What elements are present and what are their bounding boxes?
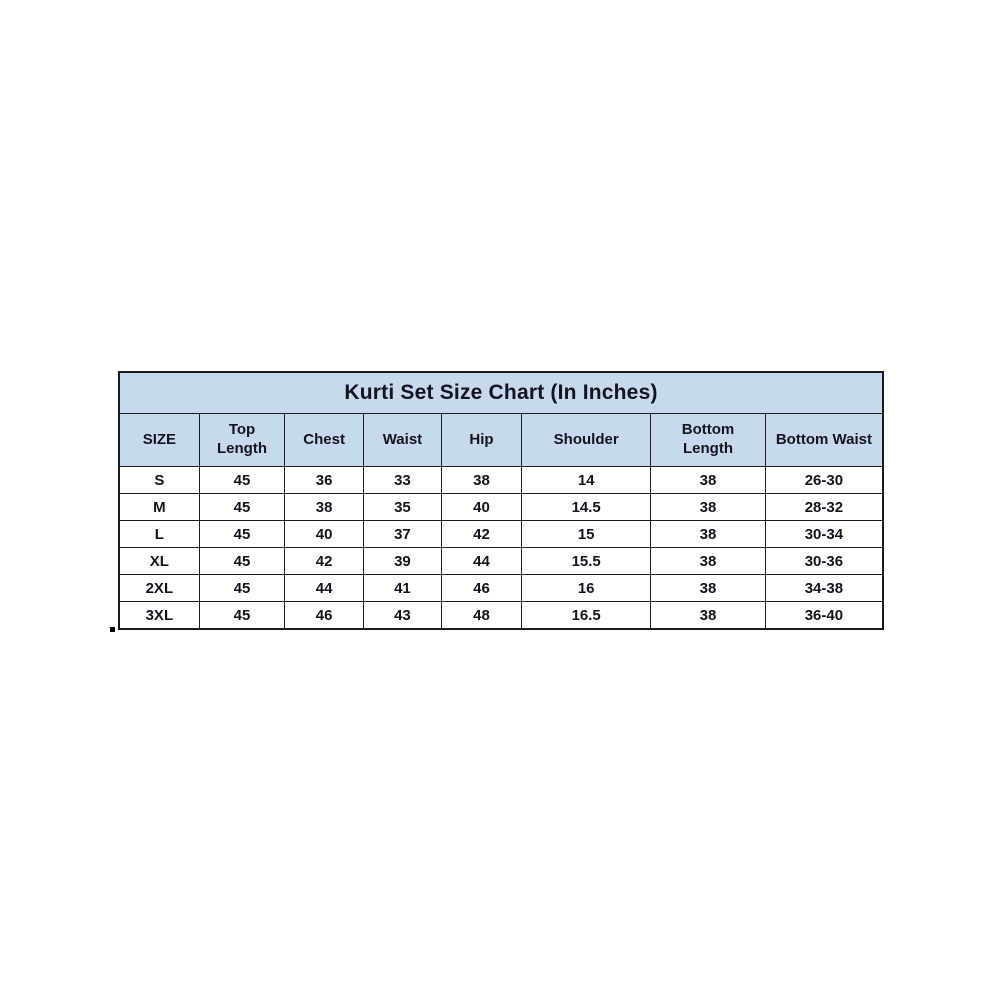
size-chart-table: Kurti Set Size Chart (In Inches) SIZE To… [118,371,884,630]
size-chart-container: Kurti Set Size Chart (In Inches) SIZE To… [118,371,884,630]
chart-title: Kurti Set Size Chart (In Inches) [118,371,884,414]
title-row: Kurti Set Size Chart (In Inches) [118,371,884,414]
table-cell: 45 [198,547,286,575]
table-cell: 15.5 [521,547,652,575]
table-cell: 38 [650,574,766,602]
table-cell: 26-30 [764,466,884,494]
table-cell: 38 [650,520,766,548]
table-cell: 48 [440,601,523,630]
table-cell: 46 [440,574,523,602]
table-cell: 33 [362,466,442,494]
table-cell: 46 [284,601,364,630]
column-header-hip: Hip [440,413,523,467]
table-cell: 16 [521,574,652,602]
table-row-2xl: 2XL 45 44 41 46 16 38 34-38 [118,574,884,602]
table-cell: S [118,466,200,494]
table-cell: 38 [650,466,766,494]
column-header-bottom-length: Bottom Length [650,413,766,467]
table-cell: 30-36 [764,547,884,575]
table-cell: 39 [362,547,442,575]
table-row-m: M 45 38 35 40 14.5 38 28-32 [118,493,884,521]
table-cell: 45 [198,520,286,548]
table-cell: 41 [362,574,442,602]
table-cell: 38 [650,547,766,575]
column-header-bottom-waist: Bottom Waist [764,413,884,467]
table-cell: 3XL [118,601,200,630]
column-header-shoulder: Shoulder [521,413,652,467]
table-cell: 14 [521,466,652,494]
corner-handle-artifact [110,627,115,632]
table-cell: 45 [198,601,286,630]
table-cell: 38 [440,466,523,494]
table-cell: 42 [440,520,523,548]
table-cell: 28-32 [764,493,884,521]
table-cell: M [118,493,200,521]
table-cell: 45 [198,466,286,494]
table-cell: 36-40 [764,601,884,630]
table-cell: 38 [284,493,364,521]
table-cell: 2XL [118,574,200,602]
table-cell: 44 [440,547,523,575]
table-cell: XL [118,547,200,575]
table-row-3xl: 3XL 45 46 43 48 16.5 38 36-40 [118,601,884,630]
table-cell: 14.5 [521,493,652,521]
column-header-chest: Chest [284,413,364,467]
table-row-l: L 45 40 37 42 15 38 30-34 [118,520,884,548]
table-cell: 40 [440,493,523,521]
table-cell: 30-34 [764,520,884,548]
table-cell: 45 [198,574,286,602]
table-cell: 16.5 [521,601,652,630]
table-cell: L [118,520,200,548]
table-cell: 45 [198,493,286,521]
table-cell: 34-38 [764,574,884,602]
table-cell: 44 [284,574,364,602]
table-cell: 38 [650,493,766,521]
table-cell: 35 [362,493,442,521]
table-row-xl: XL 45 42 39 44 15.5 38 30-36 [118,547,884,575]
table-cell: 15 [521,520,652,548]
table-cell: 36 [284,466,364,494]
table-cell: 42 [284,547,364,575]
column-header-waist: Waist [362,413,442,467]
column-header-size: SIZE [118,413,200,467]
table-row-s: S 45 36 33 38 14 38 26-30 [118,466,884,494]
table-cell: 37 [362,520,442,548]
table-cell: 38 [650,601,766,630]
column-header-top-length: Top Length [198,413,286,467]
header-row: SIZE Top Length Chest Waist Hip Shoulder… [118,413,884,467]
table-cell: 40 [284,520,364,548]
table-cell: 43 [362,601,442,630]
